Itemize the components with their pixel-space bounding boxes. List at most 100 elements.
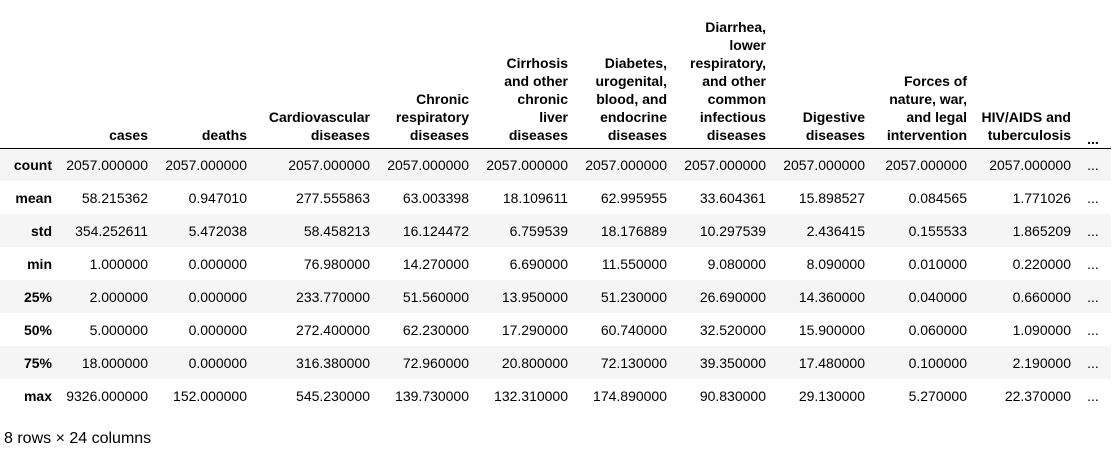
table-cell: 2057.000000 xyxy=(66,156,148,173)
table-row: max 9326.000000 152.000000 545.230000 139.73… xyxy=(0,379,1111,412)
table-cell: 152.000000 xyxy=(173,387,247,404)
column-header: Cardiovascular diseases xyxy=(251,0,374,149)
table-cell: 2057.000000 xyxy=(165,156,247,173)
table-cell: 9326.000000 xyxy=(66,387,148,404)
table-cell: 72.960000 xyxy=(402,354,469,371)
column-header: Cirrhosis and other chronic liver diseas… xyxy=(473,0,572,149)
column-header-row: cases deaths Cardiovascular diseases Chr… xyxy=(0,0,1111,149)
dataframe-output: cases deaths Cardiovascular diseases Chr… xyxy=(0,0,1111,412)
truncated-columns-ellipsis: ... xyxy=(1087,354,1099,371)
table-cell: 2057.000000 xyxy=(288,156,370,173)
row-index-label: 25% xyxy=(23,288,52,305)
table-cell: 10.297539 xyxy=(699,222,766,239)
table-cell: 2057.000000 xyxy=(585,156,667,173)
table-cell: 72.130000 xyxy=(600,354,667,371)
column-header: Diabetes, urogenital, blood, and endocri… xyxy=(572,0,671,149)
row-index-label: 75% xyxy=(23,354,52,371)
table-cell: 15.898527 xyxy=(798,189,865,206)
row-index-label: mean xyxy=(15,189,52,206)
table-cell: 2.190000 xyxy=(1012,354,1071,371)
table-cell: 0.220000 xyxy=(1012,255,1071,272)
table-cell: 354.252611 xyxy=(75,222,148,239)
table-cell: 0.000000 xyxy=(188,354,247,371)
table-cell: 16.124472 xyxy=(402,222,469,239)
table-cell: 11.550000 xyxy=(601,255,667,272)
table-cell: 9.080000 xyxy=(707,255,766,272)
table-cell: 2.436415 xyxy=(806,222,865,239)
truncated-columns-ellipsis: ... xyxy=(1087,222,1099,239)
table-cell: 5.472038 xyxy=(188,222,247,239)
table-cell: 20.800000 xyxy=(501,354,568,371)
table-cell: 0.000000 xyxy=(188,255,247,272)
truncated-columns-ellipsis: ... xyxy=(1087,255,1099,272)
table-cell: 2057.000000 xyxy=(486,156,568,173)
truncated-columns-ellipsis: ... xyxy=(1087,321,1099,338)
table-cell: 17.480000 xyxy=(798,354,865,371)
row-index-label: min xyxy=(27,255,52,272)
table-cell: 2057.000000 xyxy=(387,156,469,173)
table-cell: 39.350000 xyxy=(699,354,766,371)
table-row: 25% 2.000000 0.000000 233.770000 51.560000 13… xyxy=(0,280,1111,313)
table-cell: 174.890000 xyxy=(593,387,667,404)
table-row: 75% 18.000000 0.000000 316.380000 72.960000 2… xyxy=(0,346,1111,379)
row-index-label: max xyxy=(23,387,52,404)
table-cell: 13.950000 xyxy=(501,288,568,305)
table-cell: 76.980000 xyxy=(303,255,370,272)
table-cell: 132.310000 xyxy=(494,387,568,404)
truncated-columns-ellipsis: ... xyxy=(1087,387,1099,404)
table-cell: 33.604361 xyxy=(699,189,766,206)
table-cell: 1.090000 xyxy=(1012,321,1071,338)
table-cell: 1.000000 xyxy=(89,255,148,272)
table-cell: 0.000000 xyxy=(188,288,247,305)
column-header: deaths xyxy=(152,0,251,149)
column-header: Diarrhea, lower respiratory, and other c… xyxy=(671,0,770,149)
table-cell: 2057.000000 xyxy=(989,156,1071,173)
truncated-columns-ellipsis: ... xyxy=(1087,189,1099,206)
row-index-label: count xyxy=(13,156,52,173)
table-cell: 2057.000000 xyxy=(885,156,967,173)
table-cell: 26.690000 xyxy=(699,288,766,305)
table-cell: 51.560000 xyxy=(402,288,469,305)
table-row: 50% 5.000000 0.000000 272.400000 62.230000 17… xyxy=(0,313,1111,346)
table-cell: 5.270000 xyxy=(908,387,967,404)
table-cell: 0.660000 xyxy=(1012,288,1071,305)
table-cell: 277.555863 xyxy=(296,189,370,206)
table-cell: 0.040000 xyxy=(908,288,967,305)
truncated-columns-ellipsis: ... xyxy=(1087,156,1099,173)
column-header: Digestive diseases xyxy=(770,0,869,149)
table-cell: 0.084565 xyxy=(908,189,967,206)
table-cell: 545.230000 xyxy=(296,387,370,404)
table-cell: 29.130000 xyxy=(798,387,865,404)
table-row: min 1.000000 0.000000 76.980000 14.270000 6.6… xyxy=(0,247,1111,280)
table-row: mean 58.215362 0.947010 277.555863 63.003398… xyxy=(0,181,1111,214)
column-header: Chronic respiratory diseases xyxy=(374,0,473,149)
table-cell: 2057.000000 xyxy=(783,156,865,173)
column-header: HIV/AIDS and tuberculosis xyxy=(971,0,1075,149)
describe-table: cases deaths Cardiovascular diseases Chr… xyxy=(0,0,1111,412)
table-cell: 272.400000 xyxy=(296,321,370,338)
table-cell: 18.000000 xyxy=(81,354,148,371)
row-index-label: 50% xyxy=(23,321,52,338)
table-cell: 316.380000 xyxy=(296,354,370,371)
table-cell: 1.771026 xyxy=(1012,189,1071,206)
table-cell: 2.000000 xyxy=(89,288,148,305)
column-header: Forces of nature, war, and legal interve… xyxy=(869,0,971,149)
table-cell: 18.176889 xyxy=(600,222,667,239)
table-cell: 0.947010 xyxy=(188,189,247,206)
table-cell: 0.000000 xyxy=(188,321,247,338)
table-cell: 14.360000 xyxy=(798,288,865,305)
table-row: count 2057.000000 2057.000000 2057.000000 20… xyxy=(0,148,1111,181)
table-cell: 17.290000 xyxy=(501,321,568,338)
table-cell: 8.090000 xyxy=(806,255,865,272)
table-body: count 2057.000000 2057.000000 2057.000000 20… xyxy=(0,148,1111,412)
table-cell: 62.230000 xyxy=(402,321,469,338)
table-cell: 90.830000 xyxy=(699,387,766,404)
truncated-columns-ellipsis: ... xyxy=(1087,288,1099,305)
table-cell: 18.109611 xyxy=(502,189,568,206)
truncated-columns-ellipsis: ... xyxy=(1075,0,1111,149)
table-cell: 58.215362 xyxy=(81,189,148,206)
table-cell: 0.060000 xyxy=(908,321,967,338)
table-cell: 51.230000 xyxy=(600,288,667,305)
table-row: std 354.252611 5.472038 58.458213 16.124472 6… xyxy=(0,214,1111,247)
table-cell: 22.370000 xyxy=(1004,387,1071,404)
